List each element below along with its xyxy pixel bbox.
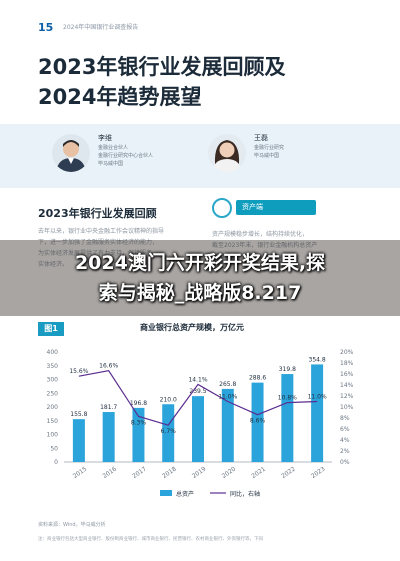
author-name-2: 王磊 <box>254 134 268 142</box>
right-paragraph: 资产规模稳步增长，结构持续优化， 截至2023年末，银行业金融机构总资产 （图1… <box>212 229 362 262</box>
body-line: 实体经济。 <box>38 261 69 268</box>
author-avatar-1 <box>52 134 90 172</box>
footnote: 注：商业银行包括大型商业银行、股份制商业银行、城市商业银行、民营银行、农村商业银… <box>38 537 263 542</box>
y-tick-left: 100 <box>47 432 59 439</box>
line-value-label: 8.6% <box>250 418 266 425</box>
bar-value-label: 210.0 <box>160 396 177 403</box>
y-tick-left: 150 <box>47 418 59 425</box>
y-tick-right: 10% <box>340 404 354 411</box>
y-tick-right: 14% <box>340 382 354 389</box>
author-name-1: 李维 <box>98 134 112 142</box>
y-tick-left: 400 <box>47 349 59 356</box>
page-title-line-2: 2024年趋势展望 <box>38 85 202 109</box>
x-tick-label: 2023 <box>310 465 327 480</box>
chart-title: 商业银行总资产规模，万亿元 <box>140 323 244 332</box>
section-title: 2023年银行业发展回顾 <box>38 207 157 220</box>
report-name: 2024年中国银行业调查报告 <box>63 24 139 31</box>
y-tick-right: 2% <box>340 448 350 455</box>
x-tick-label: 2020 <box>221 465 238 480</box>
y-tick-left: 350 <box>47 363 59 370</box>
x-tick-label: 2019 <box>191 465 208 480</box>
line-value-label: 11.0% <box>218 394 237 401</box>
bar <box>192 396 204 462</box>
y-tick-right: 4% <box>340 437 350 444</box>
author-2-line-2: 毕马威中国 <box>254 153 280 159</box>
y-tick-right: 18% <box>340 360 354 367</box>
right-line: 截至2023年末，银行业金融机构总资产 <box>212 242 318 249</box>
y-tick-right: 12% <box>340 393 354 400</box>
y-tick-right: 6% <box>340 426 350 433</box>
legend-label-growth: 同比，右轴 <box>230 490 260 498</box>
y-tick-left: 200 <box>47 404 59 411</box>
y-tick-left: 50 <box>50 445 58 452</box>
x-tick-label: 2017 <box>131 465 148 480</box>
overlay-line-2: 索与揭秘_战略版8.217 <box>98 282 302 304</box>
body-line: 去年以来，银行业中央金融工作会议精神的指导 <box>38 228 165 235</box>
growth-line <box>78 370 318 426</box>
body-line: 下，进一步加强了金融服务实体经济的能力， <box>38 239 159 246</box>
author-avatar-2 <box>208 134 246 172</box>
source-note: 资料来源：Wind，毕马威分析 <box>38 522 106 528</box>
y-tick-right: 0% <box>340 459 350 466</box>
bar-value-label: 319.8 <box>279 366 296 373</box>
bar-value-label: 181.7 <box>100 404 117 411</box>
overlay-line-1: 2024澳门六开彩开奖结果,探 <box>74 252 326 274</box>
author-2-line-1: 金融行业研究 <box>254 145 285 151</box>
line-value-label: 15.6% <box>69 368 88 375</box>
bar <box>221 388 234 462</box>
bar-value-label: 354.8 <box>309 356 326 363</box>
asset-ring-icon <box>212 198 232 218</box>
author-1-line-2: 金融行业研究中心合伙人 <box>98 153 154 159</box>
line-value-label: 16.6% <box>99 363 118 370</box>
bar <box>72 419 85 462</box>
figure-label: 图1 <box>38 322 64 336</box>
author-panel: 李维 金融业合伙人 金融行业研究中心合伙人 毕马威中国 王磊 金融行业研究 毕马… <box>0 124 400 188</box>
x-tick-label: 2016 <box>102 465 119 480</box>
author-1-line-1: 金融业合伙人 <box>98 145 129 151</box>
y-tick-right: 16% <box>340 371 354 378</box>
body-paragraph: 去年以来，银行业中央金融工作会议精神的指导 下，进一步加强了金融服务实体经济的能… <box>38 226 188 270</box>
page-title-line-1: 2023年银行业发展回顾及 <box>38 55 286 79</box>
x-tick-label: 2022 <box>280 465 297 480</box>
bar-value-label: 196.8 <box>130 400 147 407</box>
legend-swatch-total-assets <box>160 490 172 496</box>
bar-value-label: 288.6 <box>249 375 266 382</box>
page-title: 2023年银行业发展回顾及 2024年趋势展望 <box>38 52 368 112</box>
y-tick-left: 300 <box>47 377 59 384</box>
overlay-banner <box>0 240 400 316</box>
right-line: 资产规模稳步增长，结构持续优化， <box>212 231 309 238</box>
author-1-line-3: 毕马威中国 <box>98 161 124 167</box>
body-line: 为实体经济发展提供了有力支持，保持服务 <box>38 250 153 257</box>
y-tick-right: 20% <box>340 349 354 356</box>
line-value-label: 11.0% <box>308 394 327 401</box>
y-tick-left: 0 <box>54 459 58 466</box>
bar <box>311 364 324 462</box>
bar <box>132 407 145 462</box>
bar <box>162 404 175 462</box>
legend-label-total-assets: 总资产 <box>176 490 194 498</box>
line-value-label: 10.8% <box>278 395 297 402</box>
y-tick-left: 250 <box>47 390 59 397</box>
y-tick-right: 8% <box>340 415 350 422</box>
x-tick-label: 2018 <box>161 465 178 480</box>
line-value-label: 14.1% <box>188 376 207 383</box>
bar-value-label: 239.5 <box>189 388 206 395</box>
x-tick-label: 2021 <box>250 465 267 480</box>
bar-value-label: 265.8 <box>219 381 236 388</box>
page-number: 15 <box>38 21 54 34</box>
overlay-caption: 2024澳门六开彩开奖结果,探 索与揭秘_战略版8.217 <box>0 248 400 308</box>
bar <box>281 374 294 462</box>
section-tag: 资产端 <box>212 196 362 220</box>
bar-value-label: 155.8 <box>70 411 87 418</box>
tag-label: 资产端 <box>236 200 316 215</box>
line-value-label: 8.3% <box>131 419 147 426</box>
page-header: 15 2024年中国银行业调查报告 <box>0 0 400 36</box>
bar <box>251 382 264 462</box>
x-tick-label: 2015 <box>72 465 89 480</box>
bar <box>102 412 115 462</box>
line-value-label: 6.7% <box>161 428 177 435</box>
right-line: （图1）。 <box>212 253 237 260</box>
